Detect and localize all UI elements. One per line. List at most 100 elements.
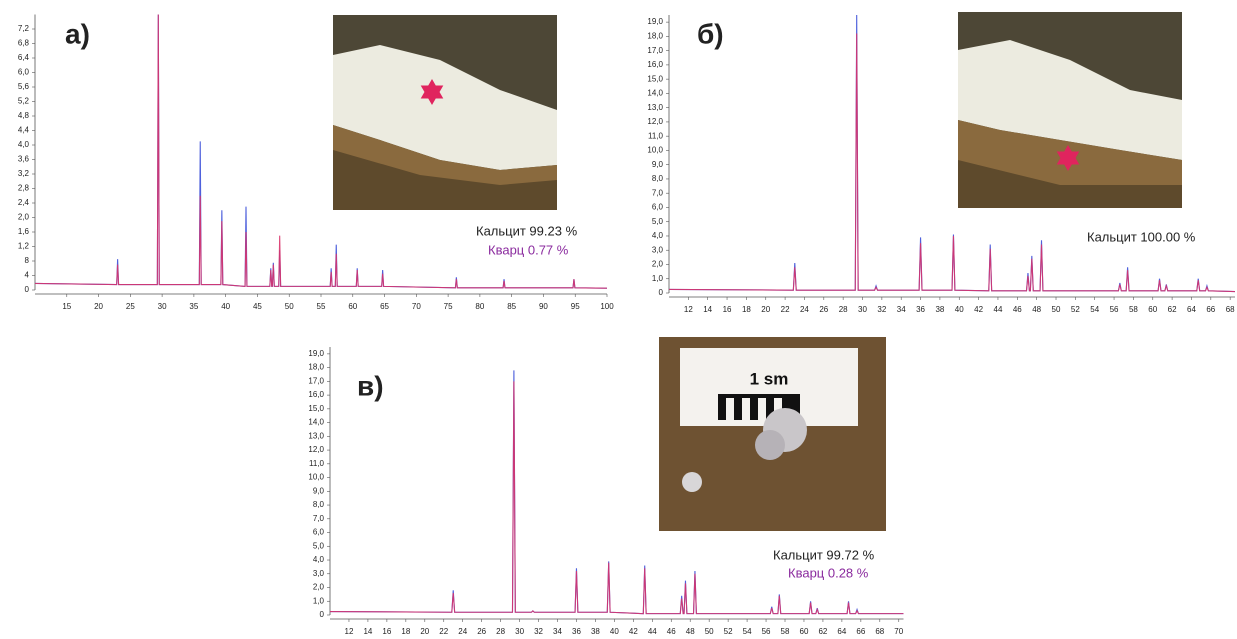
panel-label: б)	[697, 18, 724, 49]
y-tick-label: 9,0	[313, 486, 325, 495]
y-tick-label: 2,0	[18, 213, 30, 222]
annotation: Кальцит 100.00 %	[1087, 229, 1196, 244]
y-tick-label: 19,0	[647, 17, 663, 26]
y-tick-label: 4,4	[18, 126, 30, 135]
x-tick-label: 30	[858, 305, 867, 314]
y-tick-label: 5,2	[18, 97, 30, 106]
y-tick-label: 3,0	[313, 569, 325, 578]
x-tick-label: 66	[856, 627, 865, 636]
x-tick-label: 34	[553, 627, 562, 636]
x-tick-label: 60	[800, 627, 809, 636]
y-tick-label: 10,0	[647, 146, 663, 155]
y-tick-label: 4	[25, 271, 30, 280]
y-tick-label: 3,6	[18, 155, 30, 164]
y-tick-label: 5,6	[18, 82, 30, 91]
x-tick-label: 38	[591, 627, 600, 636]
x-tick-label: 28	[839, 305, 848, 314]
x-tick-label: 65	[380, 302, 389, 311]
x-tick-label: 60	[348, 302, 357, 311]
photo-caption: 1 sm	[750, 369, 789, 388]
x-tick-label: 90	[539, 302, 548, 311]
x-tick-label: 100	[600, 302, 614, 311]
y-tick-label: 0	[659, 288, 664, 297]
x-tick-label: 28	[496, 627, 505, 636]
x-tick-label: 55	[317, 302, 326, 311]
photo: 1 sm	[659, 337, 886, 531]
x-tick-label: 50	[285, 302, 294, 311]
x-tick-label: 52	[724, 627, 733, 636]
y-tick-label: 15,0	[308, 404, 324, 413]
y-tick-label: 1,0	[313, 596, 325, 605]
x-tick-label: 22	[781, 305, 790, 314]
y-tick-label: 12,0	[647, 117, 663, 126]
x-tick-label: 70	[894, 627, 903, 636]
x-tick-label: 70	[412, 302, 421, 311]
y-tick-label: 8,0	[313, 500, 325, 509]
y-tick-label: 6,0	[313, 528, 325, 537]
x-tick-label: 20	[420, 627, 429, 636]
panel-label: а)	[65, 18, 90, 49]
x-tick-label: 12	[345, 627, 354, 636]
y-tick-label: 2,0	[652, 260, 664, 269]
x-tick-label: 48	[686, 627, 695, 636]
x-tick-label: 20	[761, 305, 770, 314]
y-tick-label: 0	[25, 285, 30, 294]
y-tick-label: 5,0	[652, 217, 664, 226]
y-tick-label: 16,0	[647, 60, 663, 69]
x-tick-label: 56	[762, 627, 771, 636]
y-tick-label: 4,0	[313, 555, 325, 564]
y-tick-label: 3,2	[18, 169, 30, 178]
y-tick-label: 16,0	[308, 390, 324, 399]
y-tick-label: 1,2	[18, 242, 30, 251]
x-tick-label: 35	[189, 302, 198, 311]
annotation: Кварц 0.28 %	[788, 565, 869, 580]
x-tick-label: 26	[819, 305, 828, 314]
x-tick-label: 22	[439, 627, 448, 636]
y-tick-label: 8	[25, 256, 30, 265]
x-tick-label: 54	[1090, 305, 1099, 314]
y-tick-label: 12,0	[308, 445, 324, 454]
x-tick-label: 16	[723, 305, 732, 314]
x-tick-label: 62	[818, 627, 827, 636]
y-tick-label: 11,0	[648, 131, 664, 140]
x-tick-label: 30	[158, 302, 167, 311]
y-tick-label: 19,0	[308, 349, 324, 358]
y-tick-label: 18,0	[308, 363, 324, 372]
y-tick-label: 1,6	[18, 227, 30, 236]
y-tick-label: 15,0	[647, 74, 663, 83]
y-tick-label: 4,8	[18, 111, 30, 120]
x-tick-label: 32	[534, 627, 543, 636]
y-tick-label: 18,0	[647, 31, 663, 40]
y-tick-label: 2,4	[18, 198, 30, 207]
y-tick-label: 14,0	[647, 89, 663, 98]
x-tick-label: 64	[1187, 305, 1196, 314]
x-tick-label: 40	[221, 302, 230, 311]
x-tick-label: 54	[743, 627, 752, 636]
y-tick-label: 6,0	[18, 68, 30, 77]
panel-label: в)	[357, 370, 384, 401]
x-tick-label: 42	[629, 627, 638, 636]
x-tick-label: 14	[703, 305, 712, 314]
y-tick-label: 3,0	[652, 245, 664, 254]
y-tick-label: 10,0	[308, 473, 324, 482]
x-tick-label: 36	[916, 305, 925, 314]
x-tick-label: 26	[477, 627, 486, 636]
annotation: Кварц 0.77 %	[488, 242, 569, 257]
y-tick-label: 13,0	[647, 103, 663, 112]
x-tick-label: 48	[1032, 305, 1041, 314]
x-tick-label: 68	[875, 627, 884, 636]
y-tick-label: 13,0	[308, 431, 324, 440]
x-tick-label: 60	[1148, 305, 1157, 314]
x-tick-label: 42	[974, 305, 983, 314]
y-tick-label: 2,0	[313, 583, 325, 592]
x-tick-label: 58	[781, 627, 790, 636]
y-tick-label: 0	[320, 610, 325, 619]
x-tick-label: 12	[684, 305, 693, 314]
y-tick-label: 7,0	[313, 514, 325, 523]
y-tick-label: 17,0	[308, 376, 324, 385]
y-tick-label: 7,0	[652, 188, 664, 197]
y-tick-label: 2,8	[18, 184, 30, 193]
x-tick-label: 18	[401, 627, 410, 636]
x-tick-label: 40	[955, 305, 964, 314]
x-tick-label: 34	[897, 305, 906, 314]
